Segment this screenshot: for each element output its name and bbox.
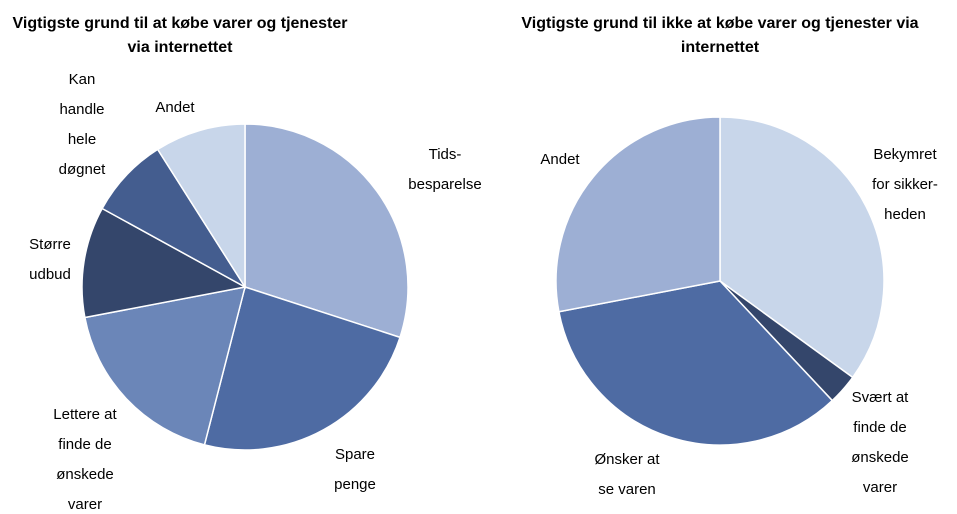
slice-label-line: varer — [863, 479, 897, 496]
slice-label-line: Bekymret — [873, 146, 937, 163]
slice-label-line: Svært at — [852, 389, 910, 406]
pie-slice — [81, 207, 248, 319]
slice-label: Større udbud — [29, 236, 71, 283]
slice-label: Kan handle hele døgnet — [59, 71, 107, 178]
slice-label-line: finde de — [853, 419, 906, 436]
pie-slice — [558, 280, 834, 446]
slice-label-line: finde de — [58, 436, 111, 453]
slice-label-line: Andet — [540, 151, 580, 168]
slice-label: Tids-besparelse — [408, 146, 481, 193]
slice-label-line: for sikker- — [872, 176, 938, 193]
pie-slice — [555, 116, 721, 313]
pie-slice — [84, 286, 247, 446]
slice-label-line: hele — [68, 131, 96, 148]
slice-label-line: besparelse — [408, 176, 481, 193]
slice-label-line: Større — [29, 236, 71, 253]
slice-label-line: ønskede — [851, 449, 909, 466]
slice-label: Lettere at finde de ønskede varer — [53, 406, 117, 513]
slice-label: Svært at finde de ønskede varer — [851, 389, 909, 496]
slice-label-line: Tids- — [429, 146, 462, 163]
pie-slice — [244, 123, 409, 339]
chart-title: Vigtigste grund til ikke at købe varer o… — [521, 15, 919, 56]
slice-label-line: handle — [59, 101, 104, 118]
chart-title: Vigtigste grund til at købe varer og tje… — [12, 15, 348, 56]
slice-label: Ønsker at se varen — [594, 451, 660, 498]
slice-label: Andet — [155, 99, 195, 116]
slice-label-line: se varen — [598, 481, 656, 498]
slice-label: Andet — [540, 151, 580, 168]
slice-label-line: varer — [68, 496, 102, 513]
slice-label-line: Kan — [69, 71, 96, 88]
slice-label-line: Lettere at — [53, 406, 117, 423]
slice-label-line: døgnet — [59, 161, 107, 178]
slice-label-line: Andet — [155, 99, 195, 116]
slice-label: Spare penge — [334, 446, 376, 493]
pie-slice — [156, 123, 246, 290]
slice-label-line: Spare — [335, 446, 375, 463]
slice-label: Bekymret for sikker-heden — [872, 146, 938, 223]
slice-label-line: Ønsker at — [594, 451, 660, 468]
pie-slice — [203, 286, 401, 451]
slice-label-line: heden — [884, 206, 926, 223]
slice-label-line: penge — [334, 476, 376, 493]
pie-slice — [719, 116, 885, 379]
slice-label-line: ønskede — [56, 466, 114, 483]
slice-label-line: udbud — [29, 266, 71, 283]
